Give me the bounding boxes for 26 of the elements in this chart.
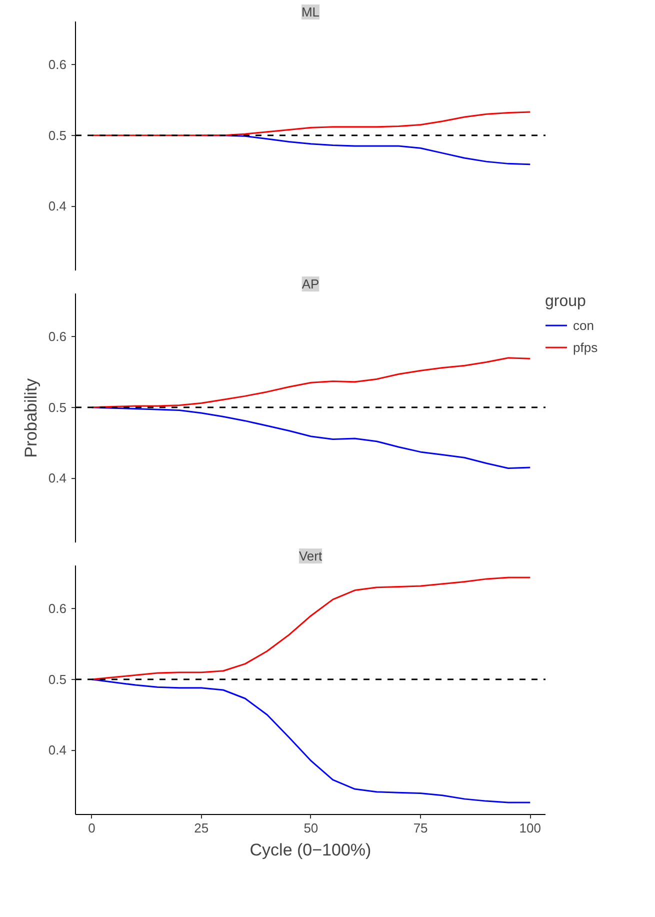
y-tick-label: 0.5 [48,672,67,687]
chart-title: ML [301,4,320,20]
x-tick-label: 75 [413,820,428,836]
x-tick-label: 0 [88,820,96,836]
x-tick-label: 25 [194,820,209,836]
line-series [90,678,531,804]
y-tick-label: 0.4 [48,470,67,486]
x-tick-label: 100 [519,820,542,836]
y-tick-label: 0.6 [48,57,67,72]
y-tick-label: 0.4 [48,198,67,214]
y-tick-label: 0.5 [48,128,67,143]
legend-title: group [545,293,587,311]
legend-label: pfps [573,340,598,354]
chart-title: AP [302,276,320,292]
y-tick-label: 0.6 [48,601,67,616]
y-tick-label: 0.4 [48,742,67,758]
line-series [90,111,531,136]
y-tick-label: 0.5 [48,400,67,415]
y-axis-title: Probability [21,378,40,458]
chart-title: Vert [298,548,322,564]
y-tick-label: 0.6 [48,329,67,344]
x-tick-label: 50 [304,820,318,836]
x-axis-title: Cycle (0−100%) [250,840,372,860]
line-series [90,576,531,680]
legend-label: con [573,318,594,332]
line-series [90,357,531,408]
